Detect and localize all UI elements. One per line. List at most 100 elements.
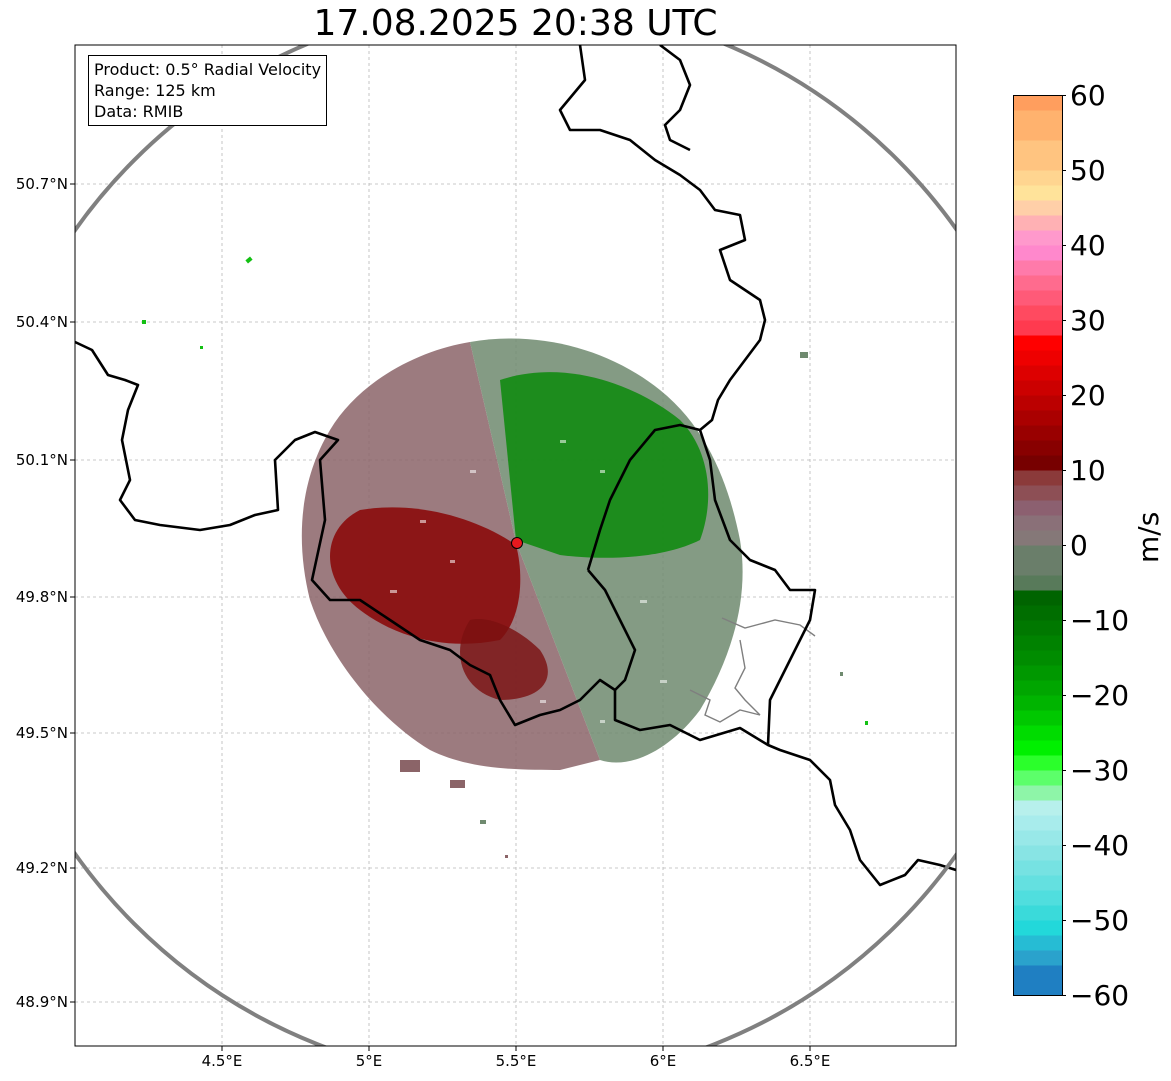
colorbar-band [1013, 965, 1063, 996]
colorbar-band [1013, 530, 1063, 546]
colorbar-band [1013, 245, 1063, 261]
colorbar-band [1013, 440, 1063, 456]
colorbar-band [1013, 230, 1063, 246]
colorbar-band [1013, 455, 1063, 471]
lon-label-5: 5°E [355, 1052, 383, 1070]
lat-label-50-7: 50.7°N [15, 175, 68, 193]
colorbar-band [1013, 485, 1063, 501]
colorbar-band [1013, 665, 1063, 681]
colorbar-tick-label: −50 [1070, 903, 1130, 937]
colorbar-band [1013, 920, 1063, 936]
map-title: 17.08.2025 20:38 UTC [313, 3, 718, 44]
velocity-core-inbound [500, 372, 709, 558]
border-belgium-germany [558, 45, 767, 431]
colorbar-band [1013, 215, 1063, 231]
colorbar-band [1013, 725, 1063, 741]
colorbar-tick-label: −10 [1070, 603, 1130, 637]
lat-label-49-8: 49.8°N [15, 588, 68, 606]
radar-site-marker [511, 537, 523, 549]
colorbar-band [1013, 545, 1063, 576]
colorbar-band [1013, 860, 1063, 876]
border-germany-north [659, 45, 692, 152]
colorbar-band [1013, 800, 1063, 816]
colorbar-tick-label: 30 [1070, 303, 1106, 337]
colorbar-tick-label: 40 [1070, 228, 1106, 262]
radar-map [70, 44, 957, 1051]
colorbar-band [1013, 350, 1063, 366]
colorbar-band [1013, 635, 1063, 651]
border-luxembourg [586, 423, 817, 746]
colorbar-tick-label: −60 [1070, 978, 1130, 1012]
lat-label-49-2: 49.2°N [15, 859, 68, 877]
velocity-outliers [142, 256, 868, 858]
colorbar-band [1013, 305, 1063, 321]
colorbar-band [1013, 815, 1063, 831]
lat-label-48-9: 48.9°N [15, 993, 68, 1011]
colorbar-band [1013, 575, 1063, 591]
colorbar-band [1013, 650, 1063, 666]
colorbar-band [1013, 410, 1063, 426]
velocity-speckle [390, 440, 667, 723]
colorbar-band [1013, 200, 1063, 216]
colorbar-band [1013, 515, 1063, 531]
colorbar-band [1013, 905, 1063, 921]
colorbar-band [1013, 425, 1063, 441]
colorbar-band [1013, 845, 1063, 861]
lon-label-4-5: 4.5°E [201, 1052, 243, 1070]
colorbar-band [1013, 320, 1063, 336]
colorbar-band [1013, 140, 1063, 171]
colorbar-band [1013, 620, 1063, 636]
colorbar-band [1013, 380, 1063, 396]
colorbar-band [1013, 785, 1063, 801]
colorbar-band [1013, 755, 1063, 771]
colorbar-tick-label: 10 [1070, 453, 1106, 487]
colorbar-band [1013, 185, 1063, 201]
colorbar-band [1013, 170, 1063, 186]
product-info-box: Product: 0.5° Radial Velocity Range: 125… [88, 55, 328, 126]
border-inner-south [587, 569, 637, 691]
colorbar-band [1013, 365, 1063, 381]
colorbar-tick-label: −30 [1070, 753, 1130, 787]
colorbar-band [1013, 890, 1063, 906]
velocity-colorbar [1013, 95, 1066, 996]
national-borders [75, 45, 956, 887]
colorbar-band [1013, 290, 1063, 306]
lon-label-5-5: 5.5°E [495, 1052, 537, 1070]
colorbar-band [1013, 680, 1063, 696]
colorbar-band [1013, 395, 1063, 411]
velocity-core-outbound-south [460, 619, 548, 700]
colorbar-tick-label: −40 [1070, 828, 1130, 862]
colorbar-tick-label: 0 [1070, 528, 1088, 562]
colorbar-band [1013, 470, 1063, 486]
colorbar-band [1013, 740, 1063, 756]
colorbar-band [1013, 830, 1063, 846]
border-france-belgium-west [75, 340, 956, 887]
lat-label-50-4: 50.4°N [15, 313, 68, 331]
colorbar-tick-label: −20 [1070, 678, 1130, 712]
colorbar-tick-label: 20 [1070, 378, 1106, 412]
colorbar-band [1013, 695, 1063, 711]
colorbar-band [1013, 950, 1063, 966]
axis-ticks [70, 183, 811, 1051]
lat-label-50-1: 50.1°N [15, 451, 68, 469]
info-product: Product: 0.5° Radial Velocity [94, 60, 322, 79]
info-range: Range: 125 km [94, 81, 216, 100]
colorbar-band [1013, 770, 1063, 786]
colorbar-band [1013, 95, 1063, 111]
lon-label-6-5: 6.5°E [789, 1052, 831, 1070]
velocity-core-outbound [330, 507, 521, 644]
colorbar-band [1013, 875, 1063, 891]
lat-label-49-5: 49.5°N [15, 724, 68, 742]
colorbar-tick-label: 50 [1070, 153, 1106, 187]
colorbar-band [1013, 110, 1063, 141]
colorbar-tick-label: 60 [1070, 78, 1106, 112]
colorbar-unit-label: m/s [1132, 511, 1165, 563]
lon-label-6: 6°E [649, 1052, 677, 1070]
colorbar-band [1013, 710, 1063, 726]
colorbar-band [1013, 275, 1063, 291]
colorbar-band [1013, 590, 1063, 606]
info-data-source: Data: RMIB [94, 102, 184, 121]
colorbar-band [1013, 935, 1063, 951]
colorbar-band [1013, 605, 1063, 621]
colorbar-band [1013, 500, 1063, 516]
